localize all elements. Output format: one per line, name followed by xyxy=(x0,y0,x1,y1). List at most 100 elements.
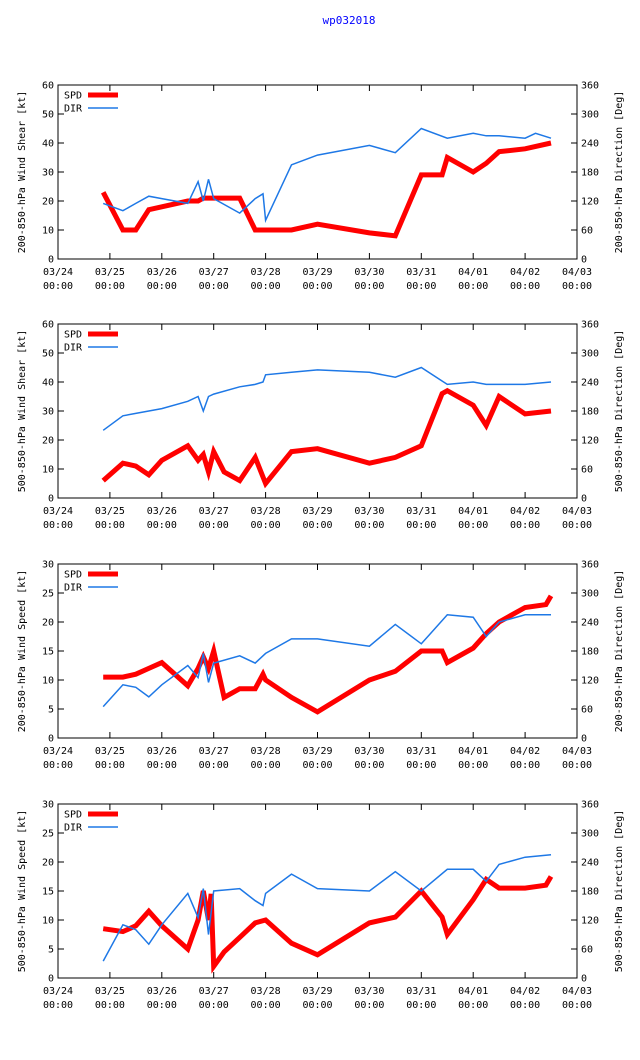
x-tick-label: 03/29 xyxy=(302,506,332,517)
y2-tick-label: 360 xyxy=(581,560,599,571)
x-tick-label: 03/26 xyxy=(147,986,177,997)
y2-axis-label: 200-850-hPa Direction [Deg] xyxy=(614,91,625,254)
x-tick-time-label: 00:00 xyxy=(251,520,281,531)
x-tick-time-label: 00:00 xyxy=(95,1000,125,1011)
x-tick-time-label: 00:00 xyxy=(43,520,73,531)
x-tick-label: 03/27 xyxy=(199,267,229,278)
y-tick-label: 5 xyxy=(48,945,54,956)
x-tick-label: 03/26 xyxy=(147,746,177,757)
x-tick-label: 04/03 xyxy=(562,506,592,517)
y-tick-label: 10 xyxy=(42,226,54,237)
y2-tick-label: 60 xyxy=(581,465,593,476)
y-tick-label: 15 xyxy=(42,887,54,898)
y2-tick-label: 360 xyxy=(581,800,599,811)
x-tick-time-label: 00:00 xyxy=(562,520,592,531)
legend-label-dir: DIR xyxy=(64,104,83,115)
x-tick-time-label: 00:00 xyxy=(302,281,332,292)
y-axis-label: 500-850-hPa Wind Speed [kt] xyxy=(17,810,28,973)
y-tick-label: 5 xyxy=(48,705,54,716)
y-axis-label: 500-850-hPa Wind Shear [kt] xyxy=(17,330,28,493)
spd-series-line xyxy=(102,875,554,974)
x-tick-label: 03/28 xyxy=(251,267,281,278)
spd-series-line xyxy=(103,594,554,715)
y-tick-label: 10 xyxy=(42,916,54,927)
y-tick-label: 0 xyxy=(48,494,54,505)
x-tick-label: 03/31 xyxy=(406,746,436,757)
y-tick-label: 15 xyxy=(42,647,54,658)
y2-tick-label: 0 xyxy=(581,255,587,266)
x-tick-label: 03/30 xyxy=(354,746,384,757)
page-title: wp032018 xyxy=(323,14,376,27)
y-tick-label: 0 xyxy=(48,734,54,745)
legend-label-dir: DIR xyxy=(64,343,83,354)
y-tick-label: 50 xyxy=(42,110,54,121)
y2-tick-label: 180 xyxy=(581,168,599,179)
x-tick-time-label: 00:00 xyxy=(43,1000,73,1011)
x-tick-label: 04/01 xyxy=(458,986,488,997)
dir-series-line xyxy=(102,127,552,224)
y2-axis-label: 200-850-hPa Direction [Deg] xyxy=(614,570,625,733)
x-tick-time-label: 00:00 xyxy=(354,520,384,531)
x-tick-label: 03/25 xyxy=(95,746,125,757)
y2-tick-label: 60 xyxy=(581,705,593,716)
y2-tick-label: 0 xyxy=(581,734,587,745)
y2-tick-label: 0 xyxy=(581,494,587,505)
legend-label-dir: DIR xyxy=(64,583,83,594)
x-tick-label: 03/25 xyxy=(95,986,125,997)
x-tick-time-label: 00:00 xyxy=(43,760,73,771)
y-tick-label: 0 xyxy=(48,974,54,985)
y2-tick-label: 120 xyxy=(581,916,599,927)
x-tick-time-label: 00:00 xyxy=(354,760,384,771)
x-tick-time-label: 00:00 xyxy=(147,1000,177,1011)
y2-tick-label: 0 xyxy=(581,974,587,985)
x-tick-label: 03/27 xyxy=(199,506,229,517)
y2-tick-label: 240 xyxy=(581,139,599,150)
y2-axis-label: 500-850-hPa Direction [Deg] xyxy=(614,330,625,493)
x-tick-time-label: 00:00 xyxy=(510,1000,540,1011)
x-tick-label: 04/03 xyxy=(562,986,592,997)
y2-tick-label: 120 xyxy=(581,436,599,447)
y-tick-label: 50 xyxy=(42,349,54,360)
x-tick-label: 04/02 xyxy=(510,506,540,517)
chart-panel-1: 0 10 20 30 40 50 60 0 60 120 180 240 300 360 03/24 00:0… xyxy=(17,81,625,293)
x-tick-time-label: 00:00 xyxy=(510,520,540,531)
x-tick-label: 03/31 xyxy=(406,506,436,517)
x-tick-label: 03/30 xyxy=(354,267,384,278)
x-tick-label: 04/02 xyxy=(510,746,540,757)
x-tick-time-label: 00:00 xyxy=(510,281,540,292)
x-tick-label: 03/28 xyxy=(251,746,281,757)
legend-label-spd: SPD xyxy=(64,91,82,102)
y2-tick-label: 360 xyxy=(581,81,599,92)
y-tick-label: 60 xyxy=(42,320,54,331)
y-tick-label: 20 xyxy=(42,436,54,447)
x-tick-label: 03/28 xyxy=(251,506,281,517)
y2-tick-label: 240 xyxy=(581,618,599,629)
x-tick-time-label: 00:00 xyxy=(406,281,436,292)
x-tick-label: 03/28 xyxy=(251,986,281,997)
y2-tick-label: 60 xyxy=(581,226,593,237)
y2-tick-label: 180 xyxy=(581,407,599,418)
x-tick-time-label: 00:00 xyxy=(95,281,125,292)
x-tick-label: 03/25 xyxy=(95,506,125,517)
x-tick-time-label: 00:00 xyxy=(251,281,281,292)
y2-tick-label: 300 xyxy=(581,829,599,840)
legend-label-dir: DIR xyxy=(64,823,83,834)
x-tick-time-label: 00:00 xyxy=(302,1000,332,1011)
x-tick-time-label: 00:00 xyxy=(199,760,229,771)
chart-panel-4: 05101520253006012018024030036003/2400:00… xyxy=(17,800,625,1012)
y-tick-label: 30 xyxy=(42,560,54,571)
x-tick-label: 03/30 xyxy=(354,506,384,517)
x-tick-time-label: 00:00 xyxy=(302,760,332,771)
x-tick-time-label: 00:00 xyxy=(458,760,488,771)
x-tick-label: 04/01 xyxy=(458,506,488,517)
x-tick-time-label: 00:00 xyxy=(406,520,436,531)
y2-tick-label: 300 xyxy=(581,589,599,600)
y-tick-label: 25 xyxy=(42,589,54,600)
y-tick-label: 20 xyxy=(42,197,54,208)
y-tick-label: 20 xyxy=(42,858,54,869)
x-tick-time-label: 00:00 xyxy=(43,281,73,292)
x-tick-label: 03/27 xyxy=(199,986,229,997)
x-tick-label: 03/24 xyxy=(43,267,73,278)
x-tick-label: 03/25 xyxy=(95,267,125,278)
spd-series-line xyxy=(101,387,552,489)
